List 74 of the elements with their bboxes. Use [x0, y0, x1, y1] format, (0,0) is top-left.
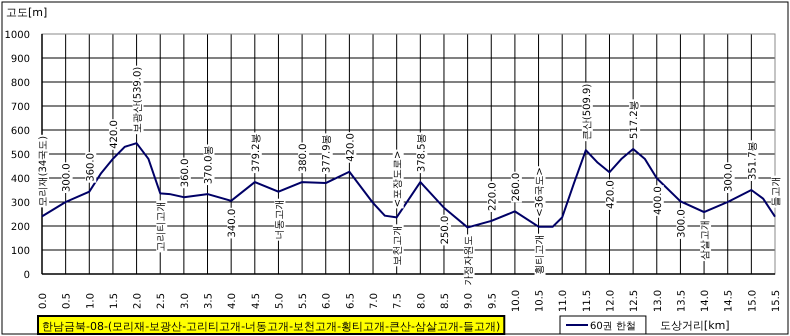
x-tick-label: 7.0 [369, 293, 380, 309]
x-tick-label: 4.0 [227, 293, 238, 309]
x-tick-label: 1.0 [85, 293, 96, 309]
x-tick-label: 5.5 [298, 293, 310, 309]
x-tick-label: 11.5 [582, 290, 593, 312]
x-tick-label: 11.0 [558, 290, 570, 312]
x-tick-label: 14.0 [700, 290, 712, 312]
x-tick-label: 13.0 [652, 290, 664, 312]
y-tick-label: 700 [10, 102, 30, 113]
annotation: 가정자원도 [464, 234, 475, 286]
x-tick-label: 0.0 [38, 293, 49, 309]
annotation: 횡티고개 [534, 234, 546, 276]
annotation: 삼살고개 [700, 219, 712, 262]
x-tick-label: 10.0 [510, 290, 522, 312]
annotation: 420.0 [345, 132, 356, 163]
annotation: 340.0 [227, 208, 238, 238]
annotation: 고리티고개 [156, 200, 168, 252]
x-tick-label: 8.5 [440, 293, 451, 309]
x-tick-label: 3.0 [180, 293, 191, 309]
annotation: <36국도> [534, 166, 546, 218]
annotation: 큰산(509.9) [582, 82, 593, 142]
annotation: 260.0 [510, 172, 522, 202]
y-tick-label: 500 [10, 150, 30, 161]
x-tick-label: 2.0 [132, 293, 144, 309]
annotation: 370.0봉 [204, 144, 215, 186]
x-tick-label: 9.0 [464, 293, 475, 309]
annotation: 400.0 [652, 185, 664, 216]
annotation: 420.0 [605, 179, 616, 210]
x-tick-label: 12.5 [629, 290, 640, 312]
x-tick-label: 6.0 [322, 293, 333, 309]
x-tick-label: 9.5 [487, 293, 498, 309]
x-tick-label: 3.5 [204, 293, 215, 309]
x-tick-label: 4.5 [250, 293, 262, 309]
x-tick-label: 5.0 [274, 293, 286, 309]
y-tick-label: 900 [10, 54, 30, 65]
annotation: 300.0 [724, 162, 735, 193]
y-tick-label: 600 [10, 126, 30, 137]
annotation: 377.9봉 [322, 133, 333, 174]
annotation: 360.0 [85, 152, 96, 183]
legend: 60권 한철 [560, 316, 646, 334]
y-tick-label: 0 [24, 270, 30, 281]
annotation: 380.0 [298, 142, 310, 174]
y-tick-label: 200 [10, 222, 30, 233]
x-tick-label: 6.5 [345, 293, 356, 309]
title: 한남금북-08-(모리재-보광산-고리티고개-너동고개-보천고개-횡티고개-큰산-삼살고개-들고개) [37, 315, 506, 335]
y-tick-label: 1000 [4, 30, 30, 41]
x-tick-label: 15.0 [747, 290, 758, 312]
annotation: 300.0 [62, 162, 73, 193]
x-tick-label: 13.5 [676, 290, 688, 312]
y-tick-label: 300 [10, 198, 30, 209]
x-tick-label: 8.0 [416, 293, 428, 309]
x-tick-label: 15.5 [771, 290, 782, 312]
annotation: 너동고개 [274, 198, 286, 241]
annotation: 보광산(539.0) [132, 66, 144, 134]
x-axis-title: 도상거리[km] [660, 319, 730, 332]
y-tick-label: 100 [10, 246, 30, 257]
y-tick-label: 400 [10, 174, 30, 185]
annotation: 420.0 [108, 119, 120, 150]
annotation: 모리재(34국도) [38, 134, 49, 208]
x-tick-label: 14.5 [724, 290, 735, 312]
x-tick-label: 0.5 [62, 293, 73, 309]
annotation: 517.2봉 [629, 99, 640, 140]
x-tick-label: 2.5 [156, 293, 168, 309]
annotation: 360.0 [180, 158, 191, 188]
x-tick-label: 1.5 [108, 293, 120, 309]
annotation: 들고개 [771, 176, 782, 208]
x-tick-label: 12.0 [605, 290, 616, 312]
legend-label: 60권 한철 [590, 321, 636, 332]
x-tick-label: 10.5 [534, 290, 546, 312]
annotation: <포장도로> [392, 150, 404, 208]
y-tick-label: 800 [10, 78, 30, 89]
y-axis-title: 고도[m] [6, 6, 48, 19]
annotation: 보천고개 [392, 224, 404, 266]
x-tick-label: 7.5 [392, 293, 404, 309]
